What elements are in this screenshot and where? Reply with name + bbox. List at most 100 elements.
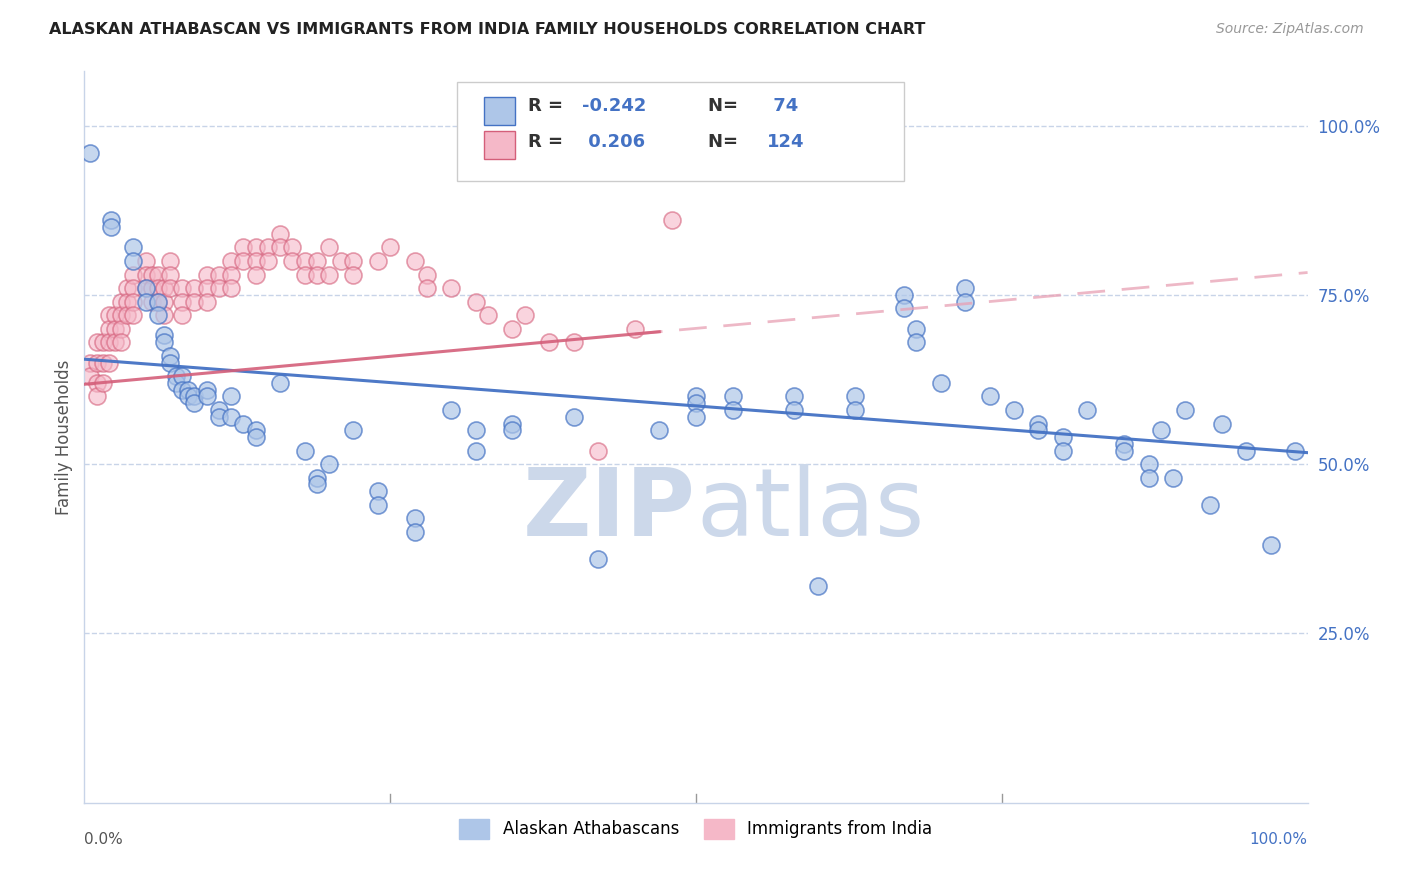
Point bbox=[294, 268, 316, 282]
Point bbox=[1161, 471, 1184, 485]
Point bbox=[318, 457, 340, 471]
Point bbox=[905, 322, 928, 336]
Point bbox=[305, 268, 328, 282]
Point bbox=[208, 268, 231, 282]
Point bbox=[661, 213, 683, 227]
Point bbox=[195, 389, 218, 403]
Point bbox=[1284, 443, 1306, 458]
Point bbox=[1236, 443, 1258, 458]
Point bbox=[115, 308, 138, 322]
Point bbox=[1137, 457, 1160, 471]
Point bbox=[979, 389, 1001, 403]
Point bbox=[232, 254, 254, 268]
Point bbox=[172, 294, 194, 309]
Point bbox=[183, 396, 205, 410]
Text: atlas: atlas bbox=[696, 464, 924, 557]
Text: ALASKAN ATHABASCAN VS IMMIGRANTS FROM INDIA FAMILY HOUSEHOLDS CORRELATION CHART: ALASKAN ATHABASCAN VS IMMIGRANTS FROM IN… bbox=[49, 22, 925, 37]
Point bbox=[416, 281, 439, 295]
Point bbox=[110, 335, 132, 350]
Point bbox=[1114, 437, 1136, 451]
Point bbox=[305, 471, 328, 485]
Point bbox=[141, 281, 163, 295]
Point bbox=[100, 213, 122, 227]
Point bbox=[219, 268, 242, 282]
Point bbox=[562, 409, 585, 424]
Text: R =: R = bbox=[529, 96, 569, 115]
Point bbox=[245, 268, 267, 282]
Point bbox=[342, 254, 364, 268]
Point bbox=[1002, 403, 1025, 417]
Point bbox=[79, 145, 101, 160]
Point bbox=[208, 409, 231, 424]
Point bbox=[783, 403, 806, 417]
Point bbox=[219, 409, 242, 424]
Point bbox=[929, 376, 952, 390]
FancyBboxPatch shape bbox=[484, 131, 515, 159]
Point bbox=[110, 322, 132, 336]
Point bbox=[330, 254, 353, 268]
Point bbox=[153, 294, 176, 309]
Point bbox=[146, 281, 169, 295]
Point bbox=[440, 403, 463, 417]
Text: 74: 74 bbox=[766, 96, 799, 115]
Text: -0.242: -0.242 bbox=[582, 96, 647, 115]
Point bbox=[141, 294, 163, 309]
Point bbox=[79, 355, 101, 369]
Point bbox=[1028, 417, 1050, 431]
Point bbox=[685, 409, 707, 424]
Point bbox=[1211, 417, 1233, 431]
Point bbox=[1137, 471, 1160, 485]
Text: 124: 124 bbox=[766, 133, 804, 152]
Point bbox=[135, 254, 157, 268]
Y-axis label: Family Households: Family Households bbox=[55, 359, 73, 515]
Point bbox=[153, 335, 176, 350]
Point bbox=[844, 403, 866, 417]
Point bbox=[440, 281, 463, 295]
Point bbox=[269, 376, 291, 390]
Point bbox=[115, 281, 138, 295]
Point bbox=[538, 335, 561, 350]
Point bbox=[153, 328, 176, 343]
Point bbox=[141, 268, 163, 282]
Point bbox=[159, 355, 181, 369]
Point bbox=[97, 335, 120, 350]
Point bbox=[104, 308, 127, 322]
Point bbox=[624, 322, 647, 336]
Text: 0.0%: 0.0% bbox=[84, 832, 124, 847]
Point bbox=[135, 281, 157, 295]
Point bbox=[146, 268, 169, 282]
Point bbox=[122, 254, 145, 268]
Point bbox=[195, 268, 218, 282]
Point bbox=[172, 383, 194, 397]
Point bbox=[502, 322, 524, 336]
Point bbox=[953, 294, 976, 309]
Point bbox=[281, 240, 304, 254]
Point bbox=[86, 389, 108, 403]
Point bbox=[146, 294, 169, 309]
Point bbox=[159, 349, 181, 363]
Point bbox=[91, 376, 114, 390]
Point bbox=[1174, 403, 1197, 417]
Point bbox=[807, 579, 830, 593]
Point bbox=[97, 308, 120, 322]
Point bbox=[232, 240, 254, 254]
Point bbox=[172, 308, 194, 322]
Point bbox=[219, 389, 242, 403]
Point bbox=[1028, 423, 1050, 437]
Point bbox=[159, 268, 181, 282]
Point bbox=[586, 443, 609, 458]
Point bbox=[104, 322, 127, 336]
Point bbox=[318, 240, 340, 254]
Point bbox=[183, 389, 205, 403]
Point bbox=[305, 254, 328, 268]
Point bbox=[232, 417, 254, 431]
Point bbox=[135, 294, 157, 309]
Point bbox=[342, 423, 364, 437]
Point bbox=[721, 403, 744, 417]
Point bbox=[380, 240, 402, 254]
Text: 100.0%: 100.0% bbox=[1250, 832, 1308, 847]
Point bbox=[844, 389, 866, 403]
Point bbox=[685, 389, 707, 403]
Point bbox=[245, 254, 267, 268]
Point bbox=[122, 294, 145, 309]
